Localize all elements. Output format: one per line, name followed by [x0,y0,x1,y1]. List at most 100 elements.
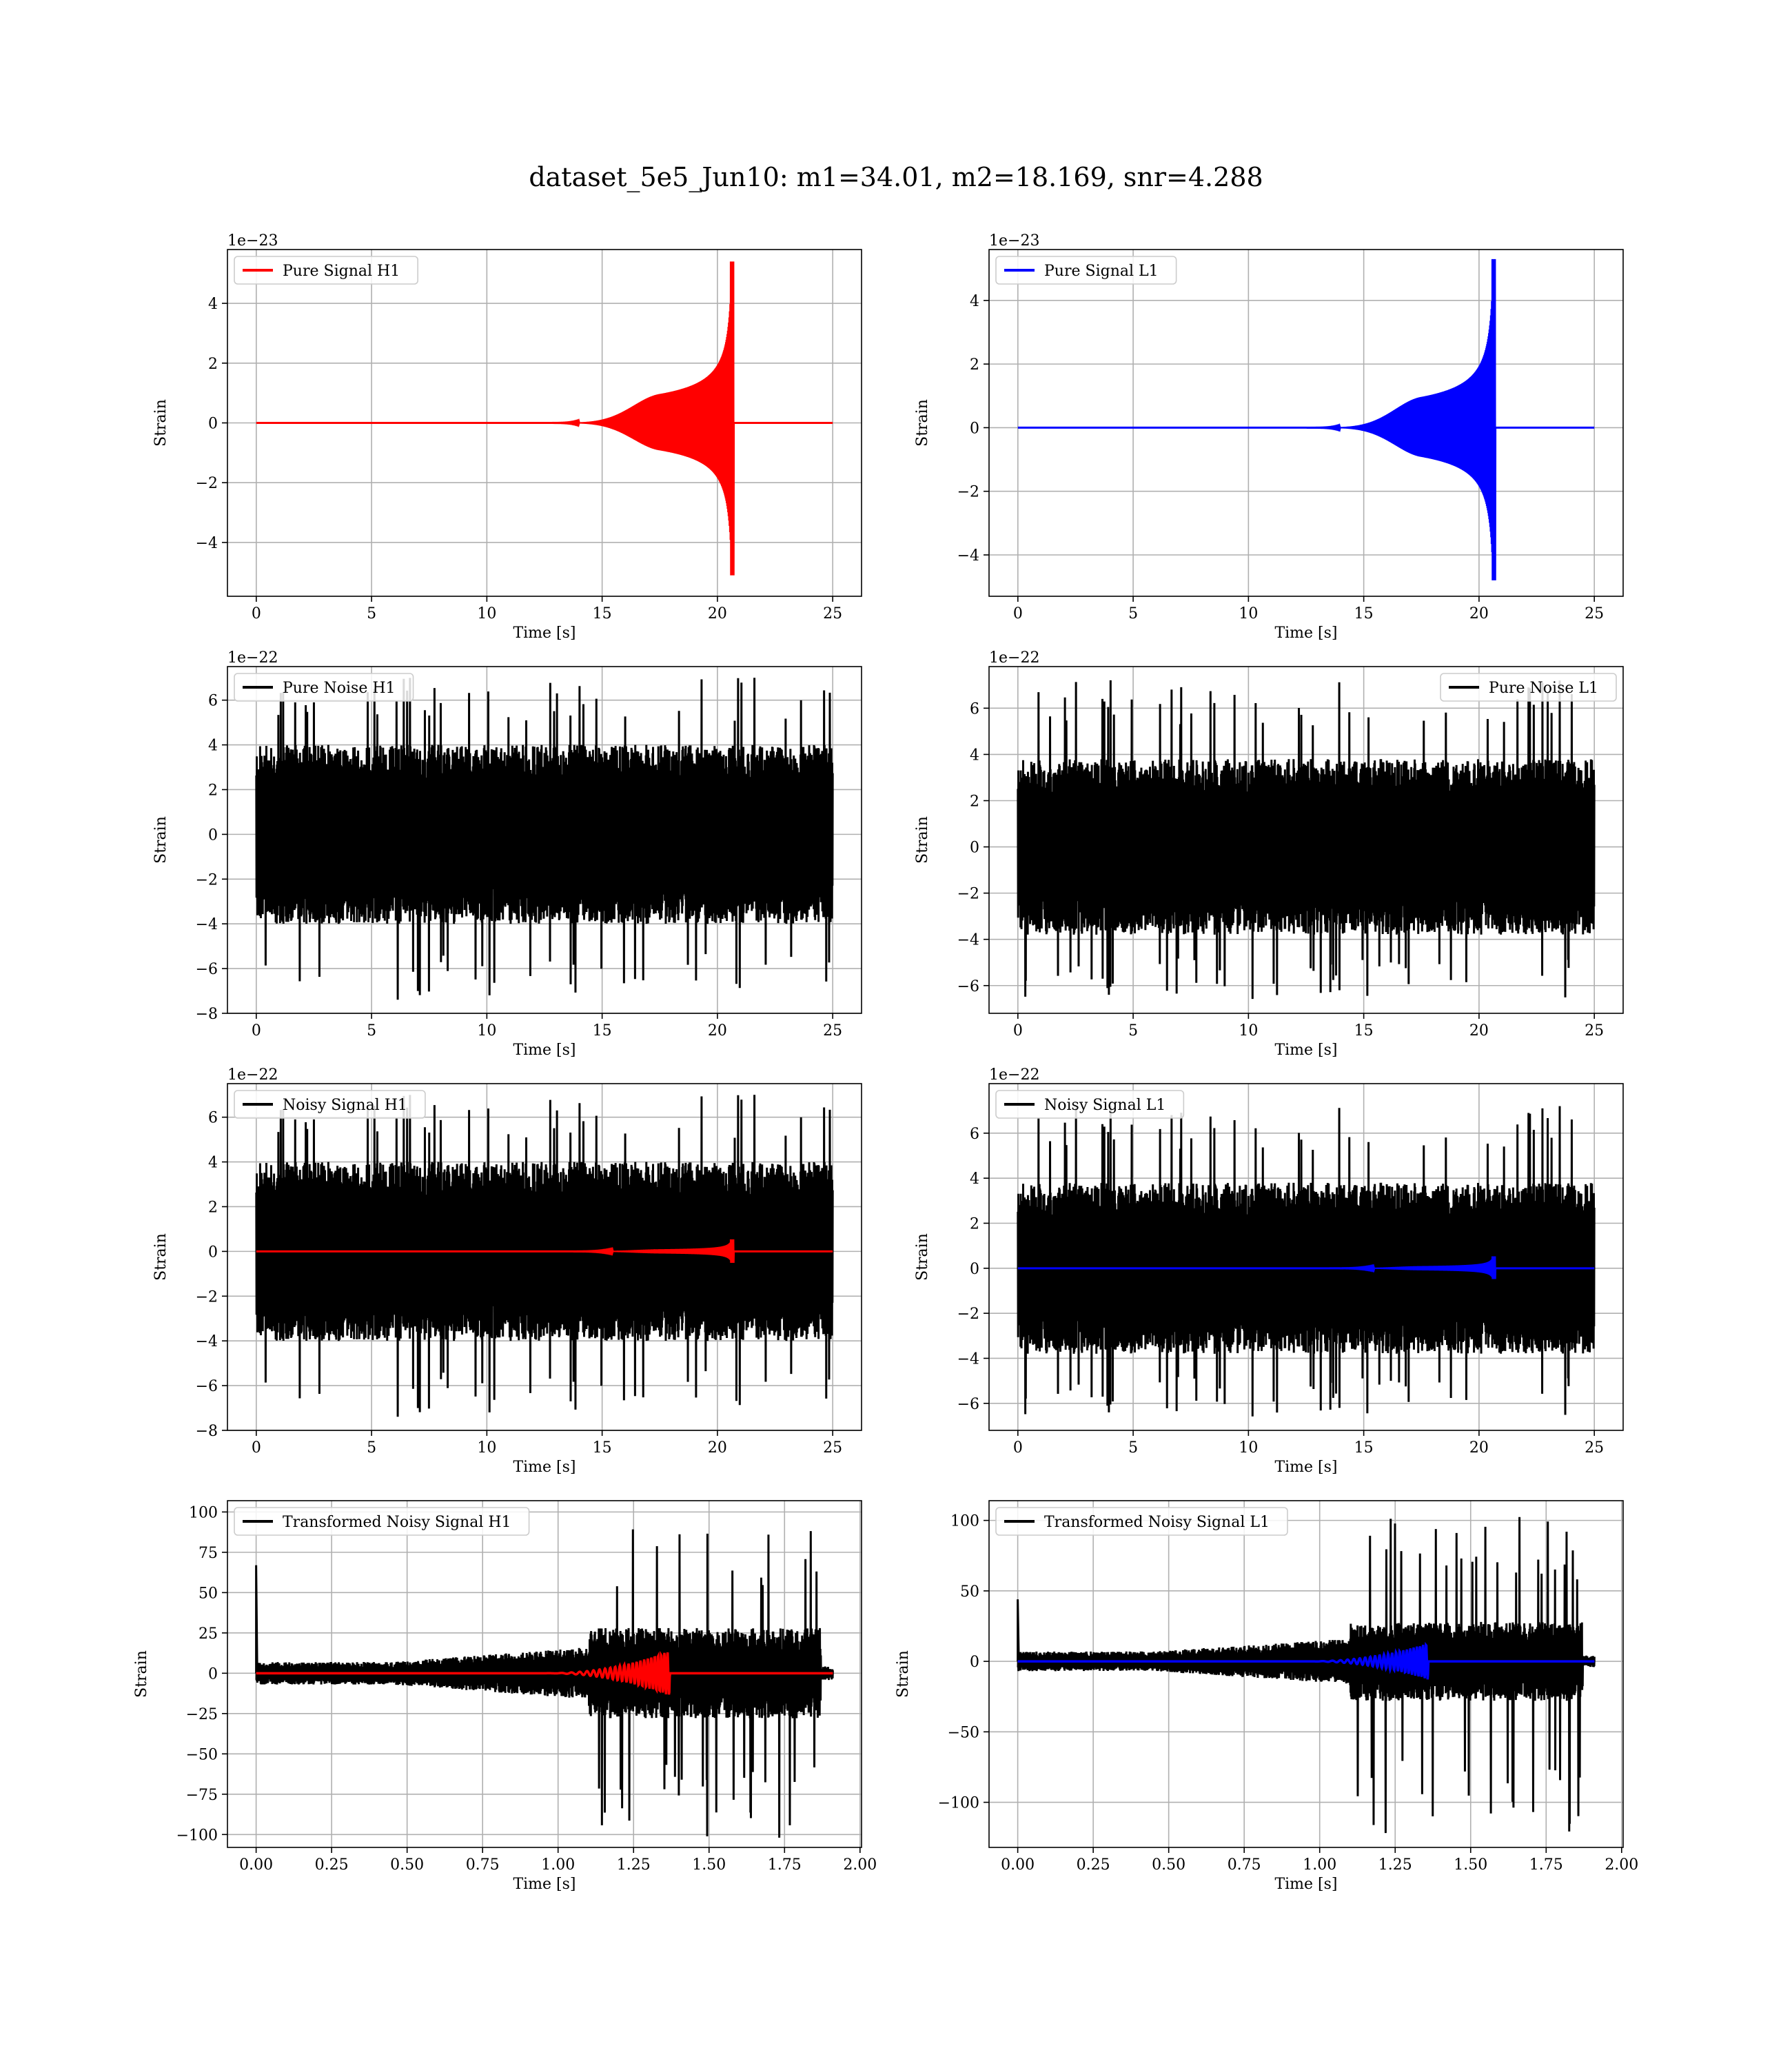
plot-area [1017,258,1595,580]
y-tick-label: −4 [957,932,979,949]
legend-label: Noisy Signal L1 [1044,1097,1165,1114]
signal-series-line [256,1650,833,1695]
noise-series-line [255,678,834,1000]
y-axis-label: Strain [914,816,931,864]
axis-offset-label: 1e−23 [989,232,1039,250]
plot-area [255,678,834,1000]
x-tick-label: 2.00 [1605,1856,1638,1874]
subplot-1: 0 5 10 15 20 25 −4 −2 0 2 4 Time [s] Strain 1e−23 Pure… [152,232,862,642]
x-tick-label: 5 [367,605,376,622]
y-tick-label: 0 [208,1665,218,1683]
x-tick-label: 5 [1128,1439,1138,1457]
y-tick-label: −6 [957,1396,979,1413]
x-tick-label: 1.75 [768,1856,802,1874]
y-axis-label: Strain [152,399,170,447]
y-tick-label: 4 [208,1155,218,1172]
axis-offset-label: 1e−22 [989,649,1039,667]
x-tick-label: 0.75 [466,1856,500,1874]
x-tick-label: 1.50 [692,1856,726,1874]
y-tick-label: −100 [938,1795,979,1812]
legend-frame [234,1507,530,1536]
x-tick-label: 20 [708,605,727,622]
y-tick-label: −4 [196,916,218,933]
x-tick-label: 0 [252,1022,261,1040]
y-tick-label: −4 [957,1350,979,1368]
axis-offset-label: 1e−22 [227,649,278,667]
legend-frame [234,1090,426,1119]
legend-frame [995,1090,1185,1119]
x-tick-label: 0.00 [1001,1856,1035,1874]
y-tick-label: 0 [970,840,979,857]
y-tick-label: 50 [198,1585,218,1602]
subplot-3: 0 5 10 15 20 25 −8 −6 −4 −2 0 2 4 6 Time [s] Strain 1e−2… [152,649,862,1059]
legend: Transformed Noisy Signal H1 [234,1507,530,1536]
x-tick-label: 2.00 [843,1856,877,1874]
x-tick-label: 20 [1469,1439,1489,1457]
x-tick-label: 0.50 [390,1856,424,1874]
plot-area [1017,1517,1596,1834]
y-tick-label: −75 [186,1787,218,1804]
legend-label: Pure Signal H1 [283,263,400,280]
y-axis-label: Strain [895,1650,912,1698]
x-axis-label: Time [s] [1274,625,1337,642]
axes-frame [988,666,1624,1014]
x-tick-label: 5 [367,1439,376,1457]
y-tick-label: −4 [957,547,979,565]
x-axis-label: Time [s] [1274,1042,1337,1059]
y-tick-label: −2 [196,871,218,889]
legend-frame [995,256,1177,285]
y-axis-label: Strain [914,399,931,447]
y-axis-label: Strain [914,1233,931,1281]
noise-series-line [1017,1106,1596,1417]
noise-series-line [255,1095,834,1417]
legend-label: Transformed Noisy Signal L1 [1044,1514,1270,1531]
y-tick-label: 2 [970,356,979,374]
x-tick-label: 5 [367,1022,376,1040]
x-tick-label: 15 [593,1439,612,1457]
y-tick-label: −25 [186,1706,218,1723]
y-tick-label: 0 [970,420,979,437]
y-axis-label: Strain [133,1650,150,1698]
plot-area [256,261,833,576]
y-tick-label: 6 [208,1110,218,1127]
x-tick-label: 15 [1354,1022,1374,1040]
axes-frame [988,249,1624,597]
legend: Pure Noise H1 [234,673,414,702]
y-tick-label: 2 [970,1216,979,1233]
x-tick-label: 20 [1469,605,1489,622]
axes-frame [227,1500,862,1848]
y-tick-label: 0 [208,416,218,433]
signal-series-line [1017,258,1595,580]
y-tick-label: 2 [970,793,979,810]
x-tick-label: 25 [823,605,842,622]
legend-label: Pure Noise H1 [283,680,396,697]
y-tick-label: 6 [970,700,979,718]
legend-frame [234,256,419,285]
x-tick-label: 0.50 [1152,1856,1185,1874]
subplot-6: 0 5 10 15 20 25 −6 −4 −2 0 2 4 6 Time [s] Strain 1e−22 N… [914,1066,1624,1476]
x-tick-label: 0 [252,605,261,622]
y-tick-label: −6 [957,978,979,995]
signal-series-line [256,1239,833,1263]
x-tick-label: 15 [1354,605,1374,622]
y-axis-label: Strain [152,816,170,864]
x-tick-label: 5 [1128,1022,1138,1040]
signal-series-line [1017,1641,1595,1680]
x-axis-label: Time [s] [513,1459,576,1476]
y-tick-label: −4 [196,535,218,552]
x-tick-label: 25 [1585,1022,1604,1040]
subplot-2: 0 5 10 15 20 25 −4 −2 0 2 4 Time [s] Strain 1e−23 Pure… [914,232,1624,642]
y-tick-label: 0 [208,827,218,844]
y-tick-label: 0 [208,1244,218,1261]
y-tick-label: 4 [970,747,979,764]
x-tick-label: 10 [1239,1022,1258,1040]
y-tick-label: −2 [196,1288,218,1306]
subplot-7: 0.00 0.25 0.50 0.75 1.00 1.25 1.50 1.75 2.00 −100… [133,1500,877,1893]
axis-offset-label: 1e−22 [989,1066,1039,1084]
y-tick-label: 6 [970,1126,979,1143]
y-tick-label: −6 [196,961,218,978]
y-tick-label: 100 [950,1513,979,1530]
legend-frame [995,1507,1288,1536]
y-axis-label: Strain [152,1233,170,1281]
y-tick-label: −50 [948,1724,979,1741]
